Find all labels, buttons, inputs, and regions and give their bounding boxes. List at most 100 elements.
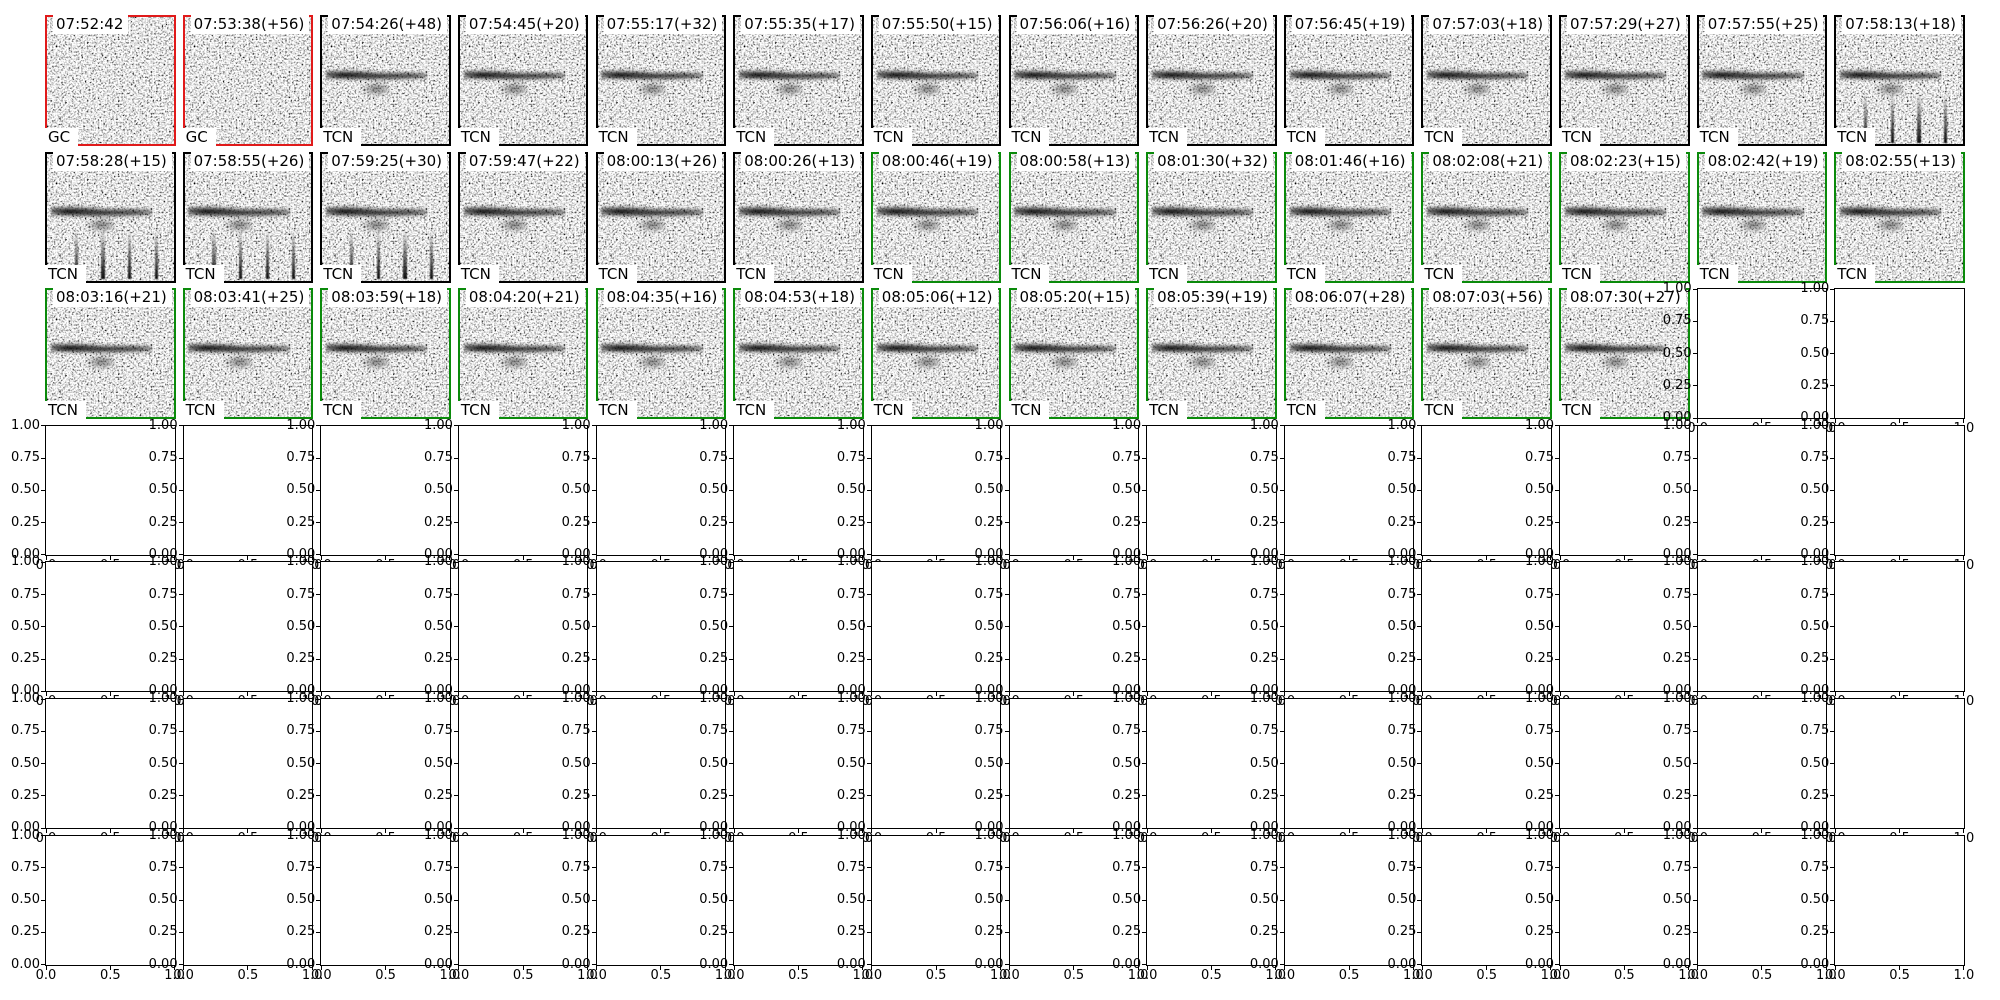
signal-band [738, 204, 841, 220]
y-tick-label: 0.50 [286, 892, 316, 908]
y-tick [1692, 288, 1697, 290]
y-tick-label: 1.00 [836, 827, 866, 843]
y-tick [1004, 964, 1009, 966]
signal-band [1564, 340, 1667, 357]
x-tick [1559, 692, 1561, 697]
y-tick [178, 763, 183, 764]
panel-title: 08:07:30(+27) [1567, 288, 1686, 308]
panel-title: 08:06:07(+28) [1291, 288, 1411, 308]
x-tick [1412, 692, 1414, 697]
y-tick [866, 626, 871, 628]
y-tick-label: 1.00 [699, 691, 729, 706]
x-tick-label: 0.5 [512, 967, 534, 983]
y-tick-label: 1.00 [148, 827, 178, 843]
empty-plot: 1.000.750.500.250.000.00.51.0 [837, 555, 1011, 709]
panel-class-label: TCN [1421, 264, 1463, 283]
x-tick [1825, 965, 1827, 970]
x-tick [247, 829, 249, 833]
x-tick [1073, 555, 1075, 560]
y-tick-label: 0.75 [1662, 586, 1692, 602]
x-tick [1009, 692, 1010, 697]
y-tick-label: 0.75 [974, 586, 1004, 602]
x-tick-label: 0.5 [99, 967, 121, 983]
panel-class-label: TCN [1146, 128, 1188, 146]
y-tick-label: 0.25 [1525, 514, 1554, 530]
signal-spike [376, 228, 380, 280]
y-tick-label: 0.75 [1387, 723, 1417, 739]
y-tick-label: 0.25 [286, 924, 316, 940]
y-tick [1830, 698, 1835, 700]
spectrogram-panel: 08:07:30(+27) TCN [1559, 288, 1690, 420]
y-tick-label: 0.25 [1800, 514, 1830, 530]
y-tick [316, 795, 321, 797]
y-tick-label: 1.00 [1387, 554, 1417, 570]
empty-plot: 1.000.750.500.250.000.00.51.0 [1387, 555, 1561, 709]
x-tick [733, 555, 735, 560]
spectrogram-image [47, 153, 174, 281]
y-tick [1830, 827, 1835, 829]
y-tick-label: 0.75 [836, 723, 866, 739]
y-tick-label: 0.25 [1525, 651, 1554, 667]
x-tick [109, 965, 111, 970]
spectrogram-panel: 08:02:08(+21) TCN [1421, 151, 1552, 283]
y-tick [591, 795, 596, 797]
panel-class-label: TCN [320, 128, 362, 146]
empty-plot: 1.000.750.500.250.000.00.51.0 [1800, 555, 1974, 709]
y-tick-label: 0.75 [11, 450, 40, 466]
y-tick-label: 0.75 [286, 723, 316, 739]
y-tick-label: 1.00 [148, 554, 178, 570]
y-tick-label: 0.25 [699, 924, 729, 940]
signal-blob [1869, 217, 1913, 238]
y-tick-label: 0.00 [1662, 956, 1692, 972]
y-tick-label: 1.00 [148, 417, 178, 433]
x-tick [1421, 965, 1423, 970]
y-tick [1279, 658, 1284, 660]
x-tick [1275, 692, 1277, 697]
panel-title: 07:55:17(+32) [603, 15, 723, 34]
y-tick [453, 489, 458, 491]
spectrogram-image [184, 17, 312, 144]
y-tick [1830, 417, 1835, 419]
y-tick [1692, 867, 1697, 869]
spectrogram-panel: 08:04:35(+16) TCN [595, 288, 727, 420]
signal-spike [1943, 91, 1948, 143]
y-tick-label: 0.75 [836, 859, 866, 875]
y-tick-label: 0.75 [699, 450, 729, 466]
panel-title: 08:00:46(+19) [878, 151, 998, 171]
y-tick-label: 0.50 [561, 482, 591, 498]
y-tick-label: 0.75 [1112, 723, 1142, 739]
x-tick [1963, 829, 1965, 833]
y-tick [41, 554, 45, 556]
y-tick [729, 561, 734, 563]
x-tick-label: 1.0 [439, 967, 461, 983]
x-tick [935, 555, 937, 560]
y-tick-label: 0.50 [1387, 618, 1417, 634]
y-tick [1279, 561, 1284, 563]
y-tick [41, 522, 45, 524]
signal-blob [217, 217, 261, 238]
signal-blob [768, 353, 812, 374]
y-tick [1555, 522, 1559, 524]
empty-plot: 1.000.750.500.250.000.00.51.0 [11, 555, 185, 709]
y-tick-label: 0.00 [1112, 546, 1142, 562]
signal-band [1702, 204, 1804, 220]
x-tick [935, 965, 937, 970]
x-tick-label: 0.0 [586, 967, 607, 983]
y-tick-label: 0.50 [699, 892, 729, 908]
signal-blob [1181, 353, 1225, 374]
x-tick-label: 1.0 [301, 967, 323, 983]
spectrogram-image [1561, 290, 1688, 418]
panel-title: 08:04:20(+21) [465, 288, 585, 308]
y-tick [1555, 964, 1559, 966]
y-tick [1555, 489, 1559, 491]
y-tick-label: 0.50 [1525, 755, 1554, 771]
y-tick-label: 0.50 [1387, 482, 1417, 498]
x-tick [1559, 829, 1561, 833]
signal-band [1564, 204, 1667, 220]
signal-blob [1318, 353, 1362, 374]
spectrogram-panel: 08:06:07(+28) TCN [1283, 288, 1415, 420]
y-tick [453, 425, 458, 427]
signal-blob [905, 353, 949, 374]
y-tick [591, 698, 596, 700]
